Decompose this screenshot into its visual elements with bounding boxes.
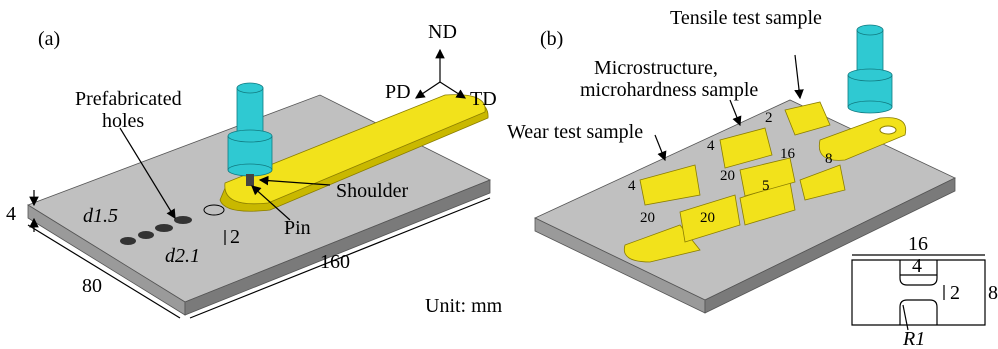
dim-label: 2 bbox=[950, 282, 960, 304]
axis-nd: ND bbox=[428, 21, 457, 43]
panel-label: (b) bbox=[540, 28, 563, 50]
axis-pd: PD bbox=[385, 81, 411, 103]
holes-label: Prefabricated bbox=[75, 88, 182, 110]
shoulder-label: Shoulder bbox=[336, 180, 409, 202]
dim-label: 2 bbox=[230, 226, 240, 248]
dim-label: 16 bbox=[780, 146, 796, 162]
dim-label: R1 bbox=[902, 328, 925, 349]
dim-label: 4 bbox=[912, 255, 922, 277]
axis-td: TD bbox=[470, 88, 497, 110]
dim-label: 80 bbox=[82, 275, 102, 297]
dim-label: 4 bbox=[707, 138, 715, 154]
unit-label: Unit: mm bbox=[425, 295, 503, 317]
dim-label: 20 bbox=[700, 210, 715, 226]
sample-label: microhardness sample bbox=[580, 79, 758, 101]
sample-label: Wear test sample bbox=[507, 121, 643, 143]
dim-label: 16 bbox=[908, 233, 928, 255]
pin-label: Pin bbox=[284, 217, 311, 239]
dim-label: 2 bbox=[765, 110, 773, 126]
dim-label: 4 bbox=[628, 178, 636, 194]
tool-b bbox=[848, 25, 892, 113]
panel-label: (a) bbox=[38, 28, 60, 50]
dim-label: d1.5 bbox=[83, 205, 118, 227]
sample-label: Microstructure, bbox=[594, 57, 718, 79]
dim-label: 20 bbox=[720, 168, 735, 184]
dim-label: 160 bbox=[320, 251, 350, 273]
dim-label: 8 bbox=[988, 282, 998, 304]
sample-label: Tensile test sample bbox=[670, 7, 822, 29]
dim-label: 4 bbox=[6, 203, 16, 225]
dim-label: 5 bbox=[762, 178, 770, 194]
dim-label: d2.1 bbox=[165, 245, 200, 267]
dim-label: 20 bbox=[640, 210, 655, 226]
tool-a bbox=[228, 83, 272, 186]
holes-label: holes bbox=[102, 110, 144, 132]
dim-label: 8 bbox=[825, 151, 833, 167]
figure: (a) ND PD TD Prefabricated holes Shoulde… bbox=[0, 0, 998, 349]
